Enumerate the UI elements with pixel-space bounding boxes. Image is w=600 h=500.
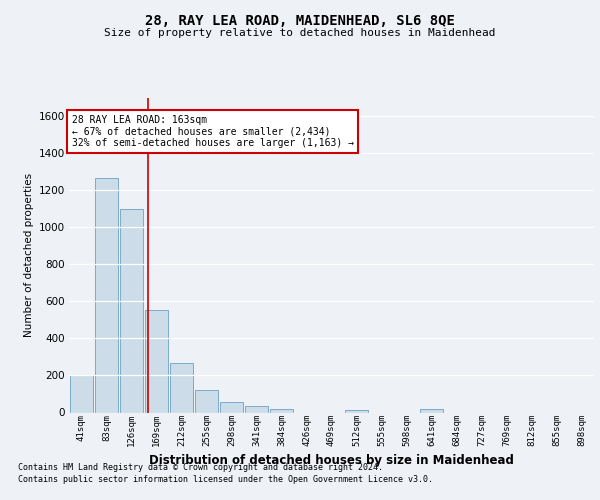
Y-axis label: Number of detached properties: Number of detached properties: [25, 173, 34, 337]
Bar: [195, 390, 218, 412]
X-axis label: Distribution of detached houses by size in Maidenhead: Distribution of detached houses by size …: [149, 454, 514, 468]
Text: 28, RAY LEA ROAD, MAIDENHEAD, SL6 8QE: 28, RAY LEA ROAD, MAIDENHEAD, SL6 8QE: [145, 14, 455, 28]
Text: Contains HM Land Registry data © Crown copyright and database right 2024.: Contains HM Land Registry data © Crown c…: [18, 462, 383, 471]
Text: Size of property relative to detached houses in Maidenhead: Size of property relative to detached ho…: [104, 28, 496, 38]
Bar: [270, 409, 293, 412]
Bar: [170, 364, 193, 412]
Text: 28 RAY LEA ROAD: 163sqm
← 67% of detached houses are smaller (2,434)
32% of semi: 28 RAY LEA ROAD: 163sqm ← 67% of detache…: [71, 115, 353, 148]
Bar: [245, 406, 268, 412]
Bar: [420, 409, 443, 412]
Text: Contains public sector information licensed under the Open Government Licence v3: Contains public sector information licen…: [18, 475, 433, 484]
Bar: [145, 310, 168, 412]
Bar: [220, 402, 243, 412]
Bar: [70, 376, 93, 412]
Bar: [345, 410, 368, 412]
Bar: [95, 178, 118, 412]
Bar: [120, 208, 143, 412]
